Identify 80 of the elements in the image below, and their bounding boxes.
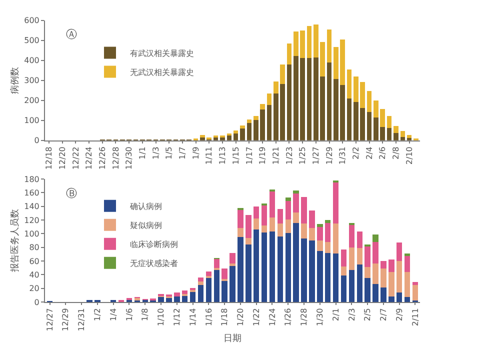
- x-tick-label: 1/7: [178, 146, 188, 160]
- legend-label: 确认病例: [129, 202, 162, 211]
- x-tick-label: 12/28: [111, 146, 120, 170]
- x-tick-label: 1/14: [188, 308, 198, 326]
- x-tick-label: 2/6: [378, 146, 388, 160]
- y-tick-label: 0: [34, 298, 40, 307]
- x-tick-label: 1/29: [324, 146, 334, 165]
- legend-label: 无症状感染者: [130, 258, 178, 268]
- x-tick-label: 1/16: [204, 308, 214, 326]
- x-tick-label: 1/27: [312, 146, 321, 165]
- x-tick-label: 1/15: [231, 146, 240, 165]
- x-tick-label: 1/19: [258, 146, 268, 165]
- x-tick-label: 1/24: [268, 308, 277, 326]
- x-tick-label: 1/8: [140, 308, 150, 322]
- x-tick-label: 1/31: [338, 146, 348, 165]
- x-tick-label: 2/7: [379, 308, 388, 322]
- y-tick-label: 600: [24, 16, 40, 26]
- x-tick-label: 1/3: [151, 146, 160, 160]
- y-tick-label: 120: [24, 216, 40, 225]
- y-tick-label: 300: [24, 76, 40, 86]
- x-tick-label: 1/11: [204, 146, 214, 165]
- legend-label: 有武汉相关暴露史: [130, 48, 194, 58]
- legend-label: 无武汉相关暴露史: [130, 68, 194, 77]
- y-tick-label: 20: [29, 284, 40, 294]
- x-tick-label: 1/18: [220, 308, 230, 326]
- x-tick-label: 2/3: [347, 308, 356, 322]
- x-tick-label: 2/8: [392, 146, 401, 160]
- y-tick-label: 60: [29, 256, 40, 266]
- x-tick-label: 1/28: [300, 308, 309, 326]
- x-tick-label: 12/31: [77, 308, 86, 332]
- x-tick-label: 12/27: [45, 308, 54, 332]
- x-tick-label: 1/23: [284, 146, 294, 165]
- y-axis-title: 病例数: [9, 66, 20, 94]
- x-tick-label: 1/17: [244, 146, 254, 165]
- x-tick-label: 1/25: [298, 146, 308, 165]
- y-tick-label: 40: [29, 270, 40, 280]
- x-tick-label: 2/10: [404, 146, 414, 165]
- x-tick-label: 1/5: [164, 146, 174, 160]
- y-tick-label: 0: [34, 136, 40, 146]
- x-tick-label: 12/26: [98, 146, 107, 170]
- x-tick-label: 1/21: [271, 146, 280, 165]
- x-tick-label: 2/4: [364, 146, 374, 160]
- x-tick-label: 12/24: [84, 146, 94, 170]
- x-tick-label: 1/13: [218, 146, 228, 165]
- y-tick-label: 100: [24, 116, 40, 126]
- x-tick-label: 2/9: [394, 308, 404, 322]
- x-tick-label: 1/26: [284, 308, 293, 326]
- annotation: Ⓑ: [66, 187, 77, 200]
- x-tick-label: 2/5: [363, 308, 372, 322]
- y-tick-label: 80: [29, 243, 40, 252]
- y-axis-title: 报告医务人员数: [9, 209, 20, 274]
- x-tick-label: 1/4: [108, 308, 118, 322]
- x-tick-label: 2/2: [352, 146, 361, 160]
- x-tick-label: 2/1: [331, 308, 340, 322]
- x-tick-label: 1/30: [315, 308, 324, 326]
- x-tick-label: 1/20: [236, 308, 246, 326]
- y-tick-label: 100: [24, 229, 40, 238]
- x-tick-label: 1/2: [93, 308, 102, 322]
- x-tick-label: 1/1: [138, 146, 148, 160]
- x-tick-label: 1/6: [124, 308, 134, 322]
- legend-label: 疑似病例: [130, 220, 162, 230]
- x-tick-label: 12/22: [71, 146, 80, 170]
- y-tick-label: 160: [24, 188, 40, 198]
- x-tick-label: 1/12: [172, 308, 182, 326]
- y-tick-label: 500: [24, 36, 40, 46]
- y-tick-label: 200: [24, 96, 40, 106]
- x-tick-label: 1/9: [191, 146, 200, 160]
- annotation: Ⓐ: [66, 28, 77, 41]
- x-tick-label: 1/22: [252, 308, 261, 326]
- y-tick-label: 180: [24, 174, 40, 184]
- x-tick-label: 12/30: [124, 146, 134, 170]
- x-tick-label: 12/18: [44, 146, 54, 170]
- x-axis-title: 日期: [224, 333, 242, 344]
- y-tick-label: 140: [24, 202, 40, 212]
- legend-label: 临床诊断病例: [130, 240, 178, 249]
- x-tick-label: 12/29: [61, 308, 70, 332]
- x-tick-label: 2/11: [410, 308, 420, 326]
- y-tick-label: 400: [24, 56, 40, 66]
- x-tick-label: 12/20: [58, 146, 67, 170]
- x-tick-label: 1/10: [156, 308, 166, 326]
